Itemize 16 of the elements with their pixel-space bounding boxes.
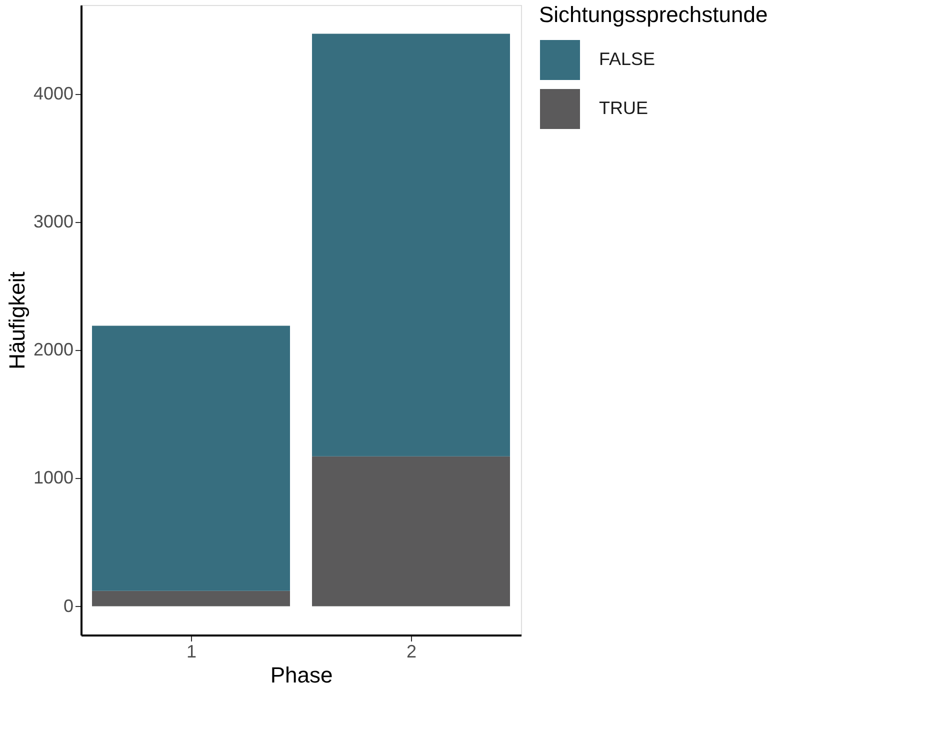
x-axis-title: Phase [270,662,333,688]
legend-label: FALSE [599,49,656,69]
y-tick-label: 1000 [33,468,74,488]
y-axis-title: Häufigkeit [4,272,30,370]
y-tick-label: 4000 [33,83,74,104]
bar [92,590,290,606]
x-tick-label: 2 [406,642,417,662]
y-tick-label: 2000 [33,340,74,360]
legend-label: TRUE [599,98,648,118]
x-tick-label: 1 [186,642,197,662]
legend-title: Sichtungssprechstunde [539,2,768,27]
bar [312,456,510,606]
y-tick-label: 3000 [33,212,74,232]
bar [312,34,510,456]
bar [92,326,290,591]
y-tick-label: 0 [63,596,74,616]
